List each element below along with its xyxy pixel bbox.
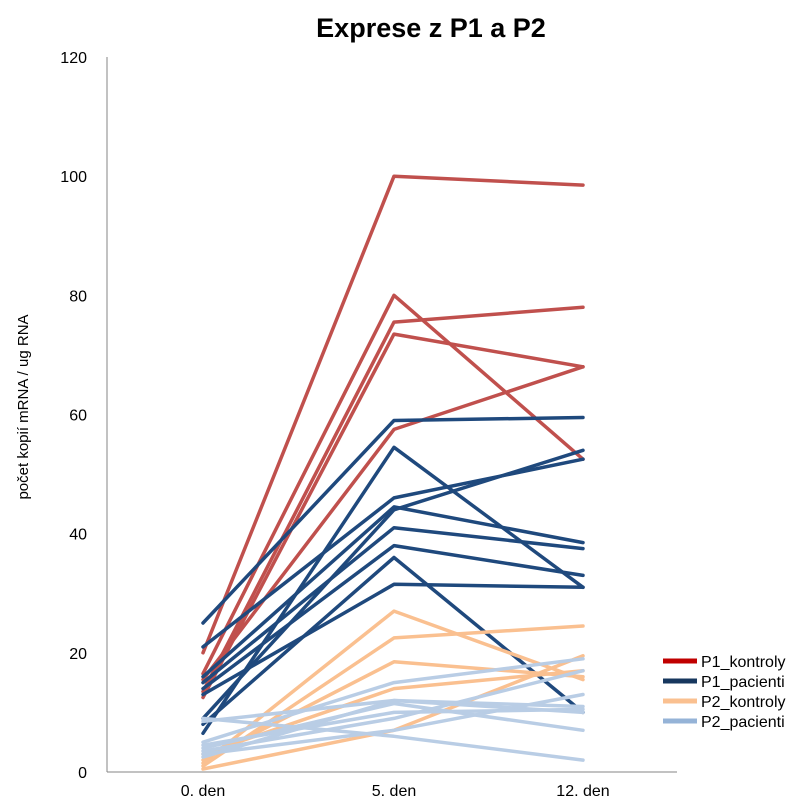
chart-title: Exprese z P1 a P2: [316, 13, 546, 43]
series-line: [201, 707, 585, 747]
legend-label: P2_kontroly: [701, 694, 786, 711]
series-line: [201, 445, 585, 736]
series-line: [201, 555, 585, 727]
y-tick-label: 100: [60, 169, 87, 186]
legend-item: P2_pacienti: [663, 714, 785, 731]
y-tick-label: 40: [69, 527, 87, 544]
series-line: [201, 174, 585, 655]
y-tick-label: 0: [78, 765, 87, 782]
legend-item: P2_kontroly: [663, 694, 786, 711]
legend-item: P1_kontroly: [663, 654, 786, 671]
legend: P1_kontroly P1_pacienti P2_kontroly P2_paci…: [663, 654, 786, 731]
legend-label: P1_pacienti: [701, 674, 785, 691]
x-tick-label: 12. den: [556, 783, 609, 800]
series-lines: [201, 174, 585, 771]
series-line: [201, 365, 585, 682]
series-line: [201, 660, 585, 762]
x-tick-label: 5. den: [372, 783, 416, 800]
series-line: [201, 692, 585, 756]
series-p1-kontroly: [201, 174, 585, 700]
series-line: [201, 332, 585, 700]
series-line: [201, 582, 585, 697]
series-p2-pacienti: [201, 657, 585, 762]
x-tick-label: 0. den: [181, 783, 225, 800]
y-tick-label: 20: [69, 646, 87, 663]
legend-label: P1_kontroly: [701, 654, 786, 671]
series-line: [201, 457, 585, 649]
series-line: [201, 609, 585, 765]
series-p1-pacienti: [201, 415, 585, 736]
y-tick-label: 80: [69, 288, 87, 305]
legend-label: P2_pacienti: [701, 714, 785, 731]
series-line: [201, 293, 585, 676]
series-line: [201, 668, 585, 753]
y-axis-label: počet kopií mRNA / ug RNA: [15, 314, 32, 499]
y-tick-label: 60: [69, 408, 87, 425]
series-line: [201, 505, 585, 679]
series-line: [201, 415, 585, 625]
y-tick-label: 120: [60, 50, 87, 67]
series-line: [201, 716, 585, 762]
x-ticks: 0. den 5. den 12. den: [181, 783, 610, 800]
series-line: [201, 657, 585, 744]
series-line: [201, 698, 585, 759]
series-line: [201, 448, 585, 721]
series-line: [201, 305, 585, 694]
y-ticks: 0 20 40 60 80 100 120: [60, 50, 87, 782]
legend-item: P1_pacienti: [663, 674, 785, 691]
